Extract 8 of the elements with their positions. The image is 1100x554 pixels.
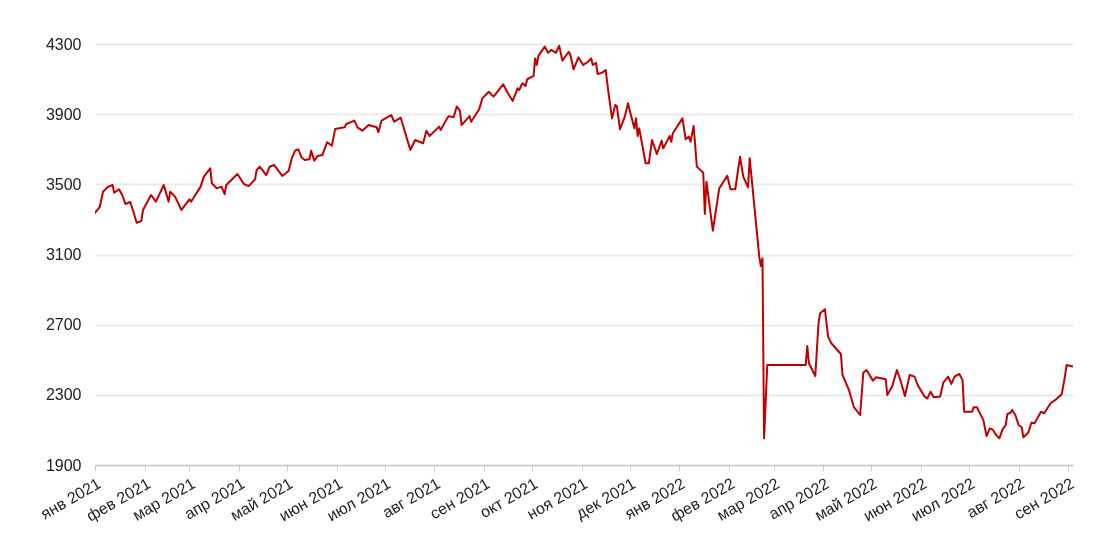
y-tick-label: 3500	[45, 175, 82, 193]
y-tick-label: 3100	[45, 246, 82, 263]
line-series	[95, 44, 1073, 440]
y-tick-label: 4300	[45, 35, 82, 53]
y-tick-label: 1900	[45, 456, 82, 474]
y-tick-label: 2300	[45, 386, 82, 404]
y-tick-label: 2700	[45, 316, 82, 334]
y-tick-label: 3900	[45, 105, 82, 123]
